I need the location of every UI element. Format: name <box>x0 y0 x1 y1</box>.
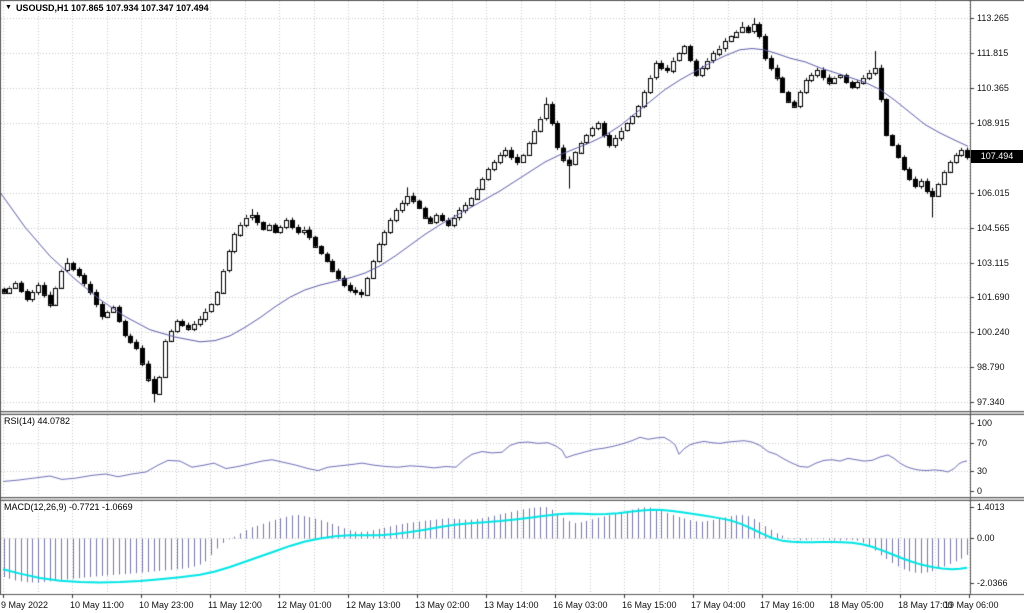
time-axis-label: 19 May 06:00 <box>944 600 999 610</box>
chart-title: ▼ USOUSD,H1 107.865 107.934 107.347 107.4… <box>5 3 209 13</box>
price-axis-label: 106.015 <box>977 188 1010 198</box>
price-axis-label: 100.240 <box>977 327 1010 337</box>
rsi-indicator-label: RSI(14) 44.0782 <box>4 416 70 426</box>
price-axis-label: 101.690 <box>977 292 1010 302</box>
price-axis-label: 104.565 <box>977 223 1010 233</box>
time-axis-label: 18 May 05:00 <box>829 600 884 610</box>
time-axis-label: 10 May 11:00 <box>70 600 124 610</box>
time-axis-label: 17 May 04:00 <box>691 600 746 610</box>
time-axis-label: 12 May 01:00 <box>277 600 332 610</box>
time-axis-label: 9 May 2022 <box>1 600 49 610</box>
price-axis-label: 111.815 <box>977 48 1009 58</box>
time-axis-label: 13 May 14:00 <box>484 600 539 610</box>
time-axis-label: 16 May 15:00 <box>622 600 677 610</box>
price-axis-label: 113.265 <box>977 13 1009 23</box>
rsi-label-text: RSI(14) 44.0782 <box>4 416 71 426</box>
time-axis-label: 16 May 03:00 <box>553 600 608 610</box>
symbol-label: USOUSD,H1 <box>15 3 69 13</box>
time-axis-label: 13 May 02:00 <box>415 600 470 610</box>
rsi-axis-label: 100 <box>977 418 993 428</box>
current-price-badge: 107.494 <box>971 150 1023 163</box>
macd-axis-label: 1.4013 <box>977 502 1005 512</box>
time-axis-label: 12 May 13:00 <box>346 600 401 610</box>
price-axis-label: 103.115 <box>977 258 1009 268</box>
time-axis-label: 10 May 23:00 <box>139 600 194 610</box>
macd-label-text: MACD(12,26,9) -0.7721 -1.0669 <box>4 502 133 512</box>
price-axis-label: 97.340 <box>977 397 1005 407</box>
price-axis-label: 110.365 <box>977 83 1009 93</box>
time-axis-label: 11 May 12:00 <box>208 600 262 610</box>
symbol-dropdown-icon[interactable]: ▼ <box>5 4 12 11</box>
time-axis-label: 18 May 17:00 <box>898 600 953 610</box>
price-axis-label: 108.915 <box>977 118 1010 128</box>
macd-indicator-label: MACD(12,26,9) -0.7721 -1.0669 <box>4 502 133 512</box>
time-axis-label: 17 May 16:00 <box>760 600 815 610</box>
rsi-axis-label: 70 <box>977 438 988 448</box>
ohlc-values: 107.865 107.934 107.347 107.494 <box>70 3 209 13</box>
macd-axis-label: -2.0366 <box>977 578 1008 588</box>
rsi-axis-label: 0 <box>977 486 983 496</box>
rsi-axis-label: 30 <box>977 466 988 476</box>
macd-axis-label: 0.00 <box>977 533 995 543</box>
price-axis-label: 98.790 <box>977 362 1005 372</box>
